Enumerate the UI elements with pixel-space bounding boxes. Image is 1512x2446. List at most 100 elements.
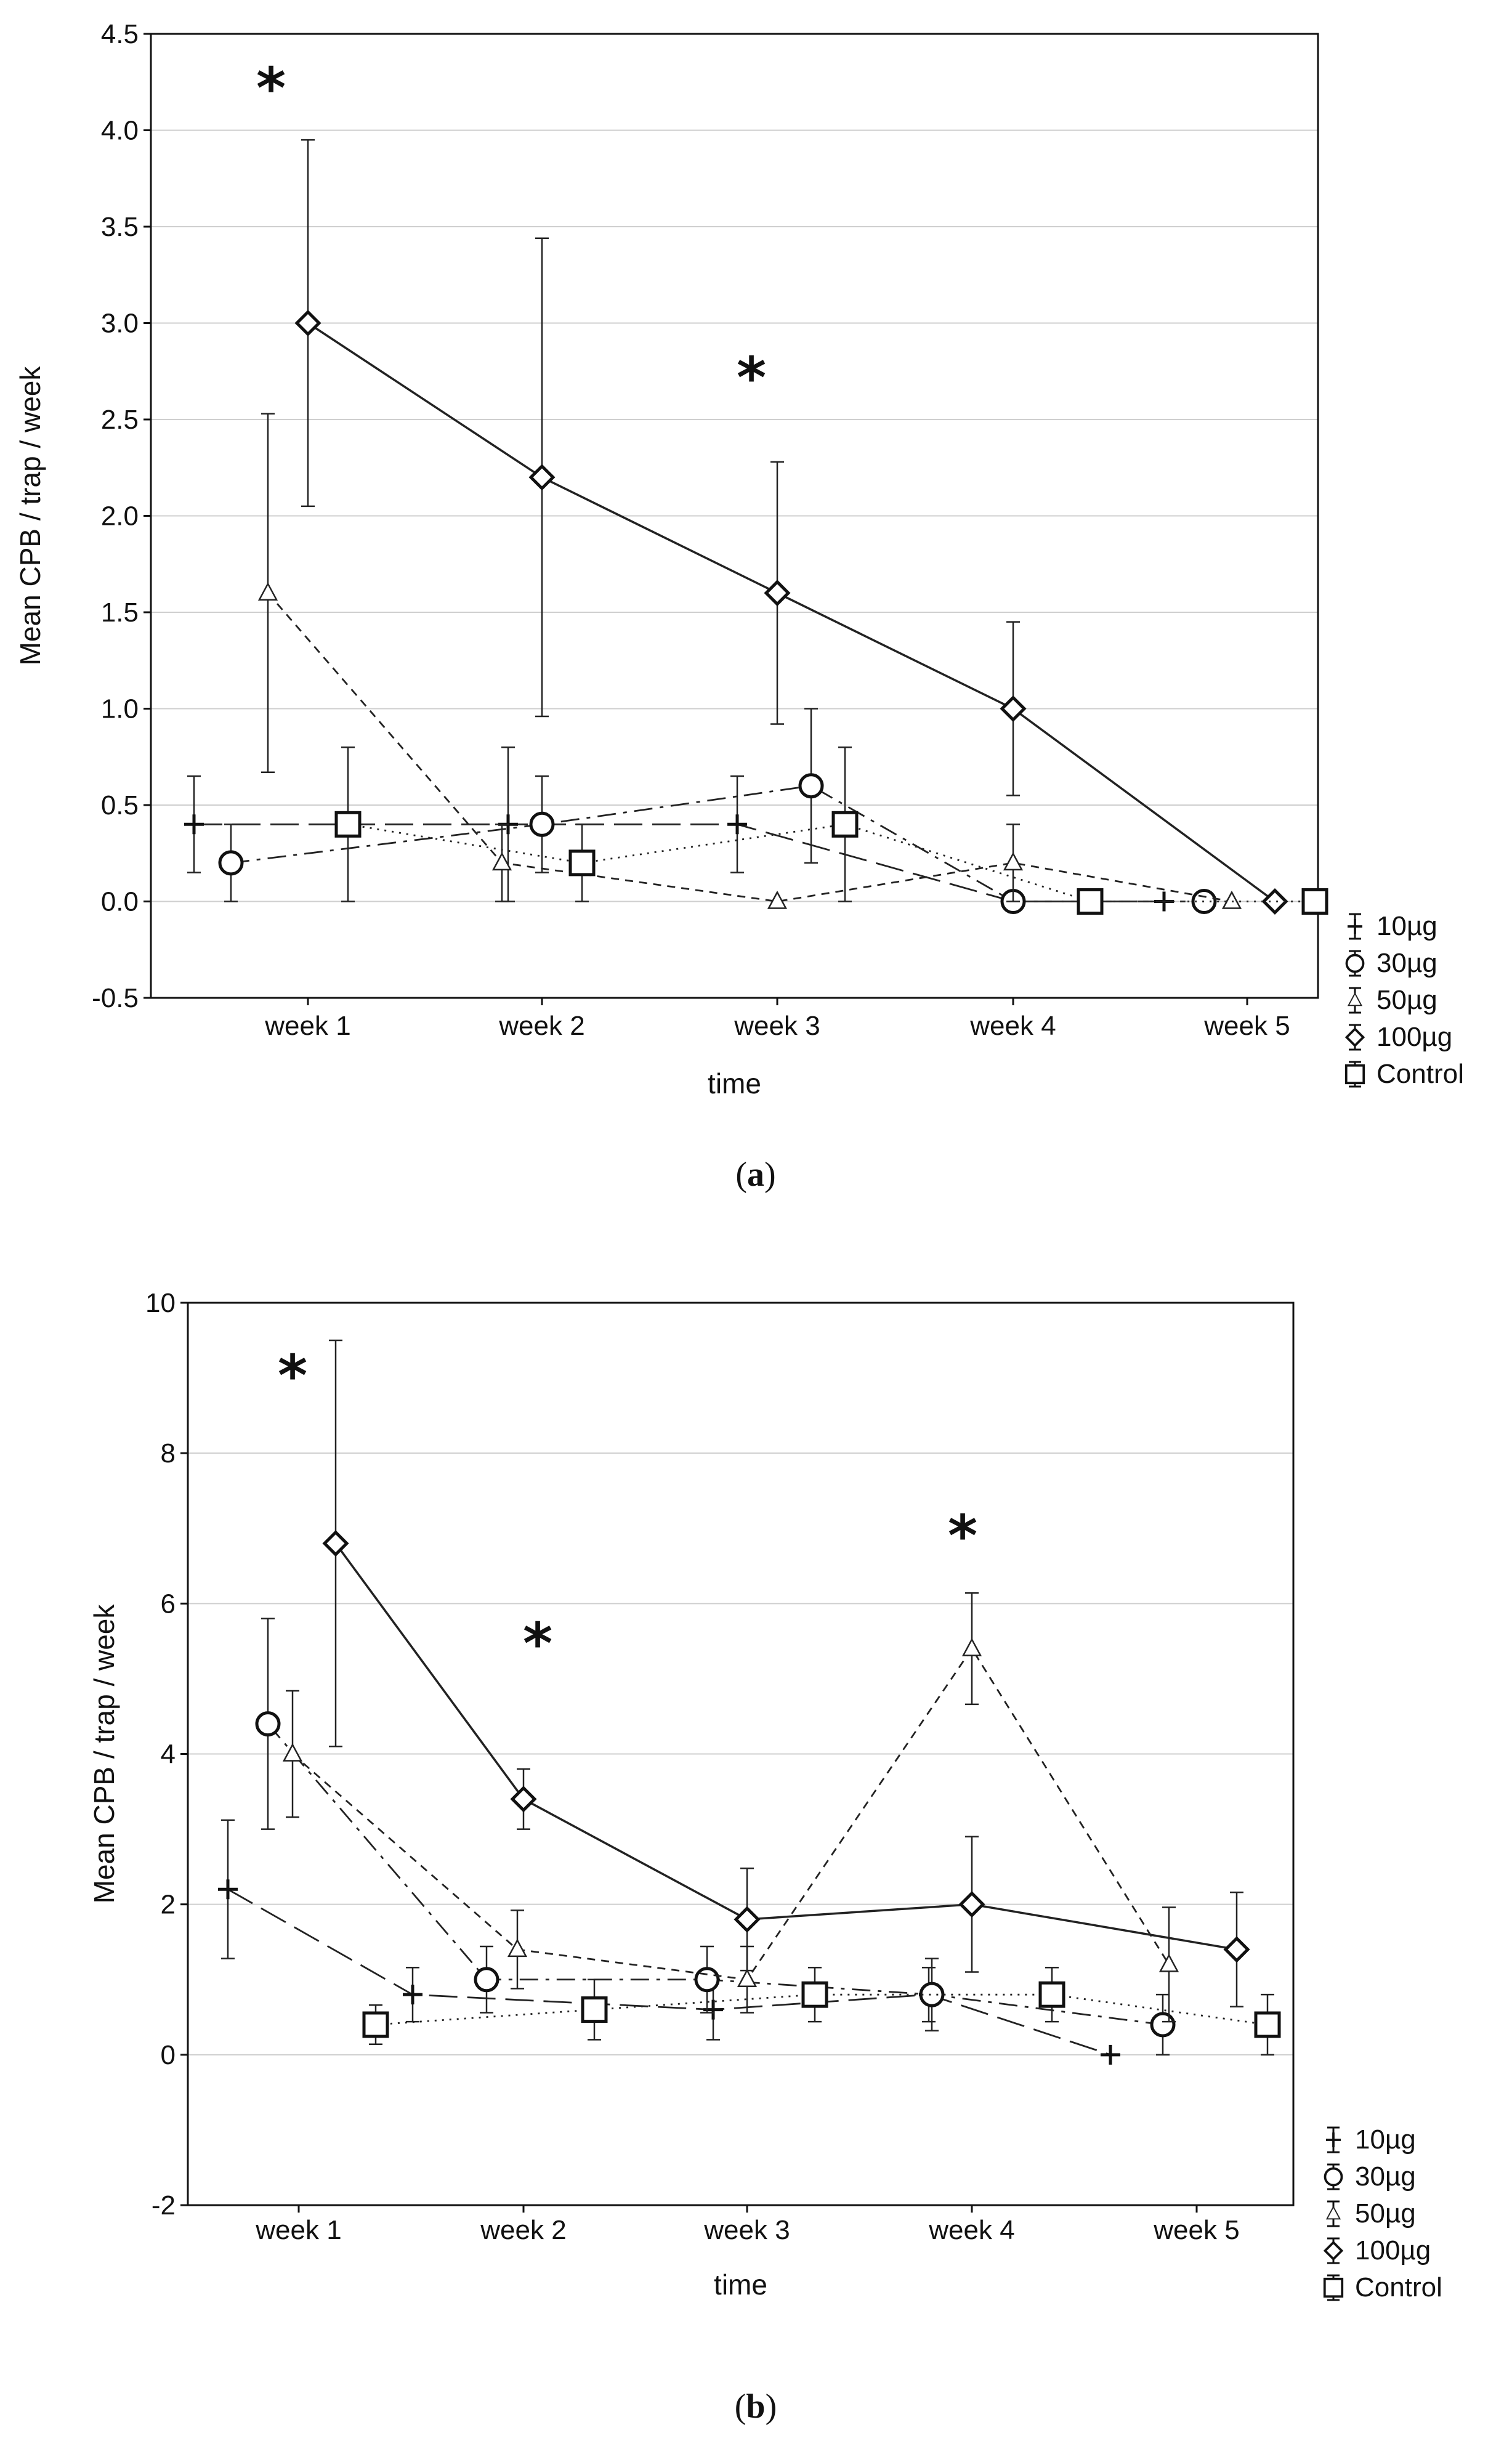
data-point-marker [334,811,362,838]
y-tick-label: 3.5 [101,212,139,242]
y-tick-label: 4.0 [101,116,139,146]
legend-marker [1344,1064,1365,1085]
legend-label: 50µg [1355,2198,1416,2229]
legend-marker [1324,2167,1343,2187]
data-point-marker [282,1743,303,1762]
y-tick-label: 1.5 [101,597,139,628]
data-point-marker [1150,2012,1176,2038]
data-point-marker [218,850,244,876]
x-tick-label: week 3 [734,1011,820,1041]
legend-marker-group [1348,919,1362,934]
panel-a-chart: -0.5 0.0 0.5 1.0 1.5 2.0 2.5 3.0 3.5 4.0 4.5 week 1… [14,19,1464,1194]
y-axis-title: Mean CPB / trap / week [14,366,46,666]
legend-marker [1345,954,1365,973]
data-point-marker [1301,888,1328,915]
legend-marker [1326,2132,1341,2147]
y-tick-label: 2.0 [101,501,139,532]
y-tick-label: 3.0 [101,309,139,339]
data-point-marker [474,1967,499,1993]
panel-label-open-paren: ( [735,1156,747,1194]
data-point-marker [1077,888,1104,915]
legend-label: 10µg [1355,2124,1416,2155]
x-axis-title: time [714,2269,767,2301]
panel-label-close-paren: ) [766,2387,777,2426]
data-point-marker [257,582,278,601]
y-tick-label: 4.5 [101,19,139,49]
legend-label: Control [1355,2272,1442,2302]
series-line [347,823,1315,902]
y-axis-title: Mean CPB / trap / week [88,1604,120,1904]
y-tick-label: 8 [161,1438,176,1468]
data-point-marker [255,1711,281,1737]
x-tick-label: week 4 [928,2215,1014,2245]
legend-marker [1344,1027,1365,1048]
series-line [230,785,1204,902]
data-point-marker [1221,890,1242,909]
series-plus [184,746,1174,912]
y-tick-label: 0.5 [101,790,139,820]
legend-marker [1325,2205,1341,2220]
significance-star: * [523,1611,552,1677]
plot-frame [187,1302,1295,2206]
legend-label: 50µg [1377,985,1437,1015]
series-circle [255,1618,1176,2056]
panel-label-close-paren: ) [764,1156,776,1194]
y-tick-label: -2 [152,2190,176,2221]
legend-marker-group [1325,2205,1341,2220]
legend-label: 10µg [1377,911,1437,941]
x-tick-label: week 5 [1203,1011,1290,1041]
data-point-marker [727,814,747,835]
data-point-marker [510,1786,537,1813]
series-diamond [322,1339,1250,2007]
y-tick-label: 2.5 [101,405,139,435]
y-tick-label: 2 [161,1890,176,1920]
y-tick-label: 6 [161,1589,176,1619]
data-point-marker [764,580,791,607]
legend-marker-group [1347,992,1363,1006]
y-tick-label: 0.0 [101,887,139,917]
series-diamond [294,139,1288,915]
x-tick-label: week 2 [480,2215,566,2245]
series-square [362,1966,1281,2056]
data-point-marker [491,852,512,871]
panel-label-letter: b [746,2387,765,2426]
x-axis-title: time [708,1067,761,1099]
data-point-marker [294,309,321,337]
series-triangle [282,1592,1179,2023]
data-point-marker [529,811,555,837]
legend-marker-group [1326,2132,1341,2147]
data-point-marker [1101,2044,1120,2065]
plot-frame [150,33,1319,999]
legend-label: 100µg [1355,2235,1431,2266]
data-point-marker [218,1879,238,1900]
y-tick-label: -0.5 [92,983,139,1013]
data-point-marker [694,1967,720,1993]
significance-star: * [737,345,766,411]
significance-star: * [256,55,286,121]
data-point-marker [362,2011,389,2038]
legend-marker [1323,2277,1344,2298]
legend-label: 100µg [1377,1022,1452,1052]
data-point-marker [1038,1981,1065,2008]
legend-marker-group [1344,1064,1365,1085]
data-point-marker [1254,2011,1281,2038]
data-point-marker [1261,888,1288,915]
legend-label: 30µg [1377,948,1437,978]
y-tick-label: 1.0 [101,694,139,724]
data-point-marker [1003,852,1024,871]
panel-label-open-paren: ( [735,2387,746,2426]
data-point-marker [767,890,788,909]
y-tick-label: 4 [161,1739,176,1770]
y-tick-label: 0 [161,2040,176,2070]
data-point-marker [1000,695,1027,723]
data-point-marker [919,1982,945,2007]
legend-marker-group [1324,2167,1343,2187]
legend-label: 30µg [1355,2161,1416,2192]
series-plus [218,1819,1120,2065]
data-point-marker [507,1938,528,1958]
significance-star: * [278,1343,307,1409]
x-tick-label: week 3 [703,2215,790,2245]
series-triangle [257,413,1242,909]
data-point-marker [568,849,596,877]
